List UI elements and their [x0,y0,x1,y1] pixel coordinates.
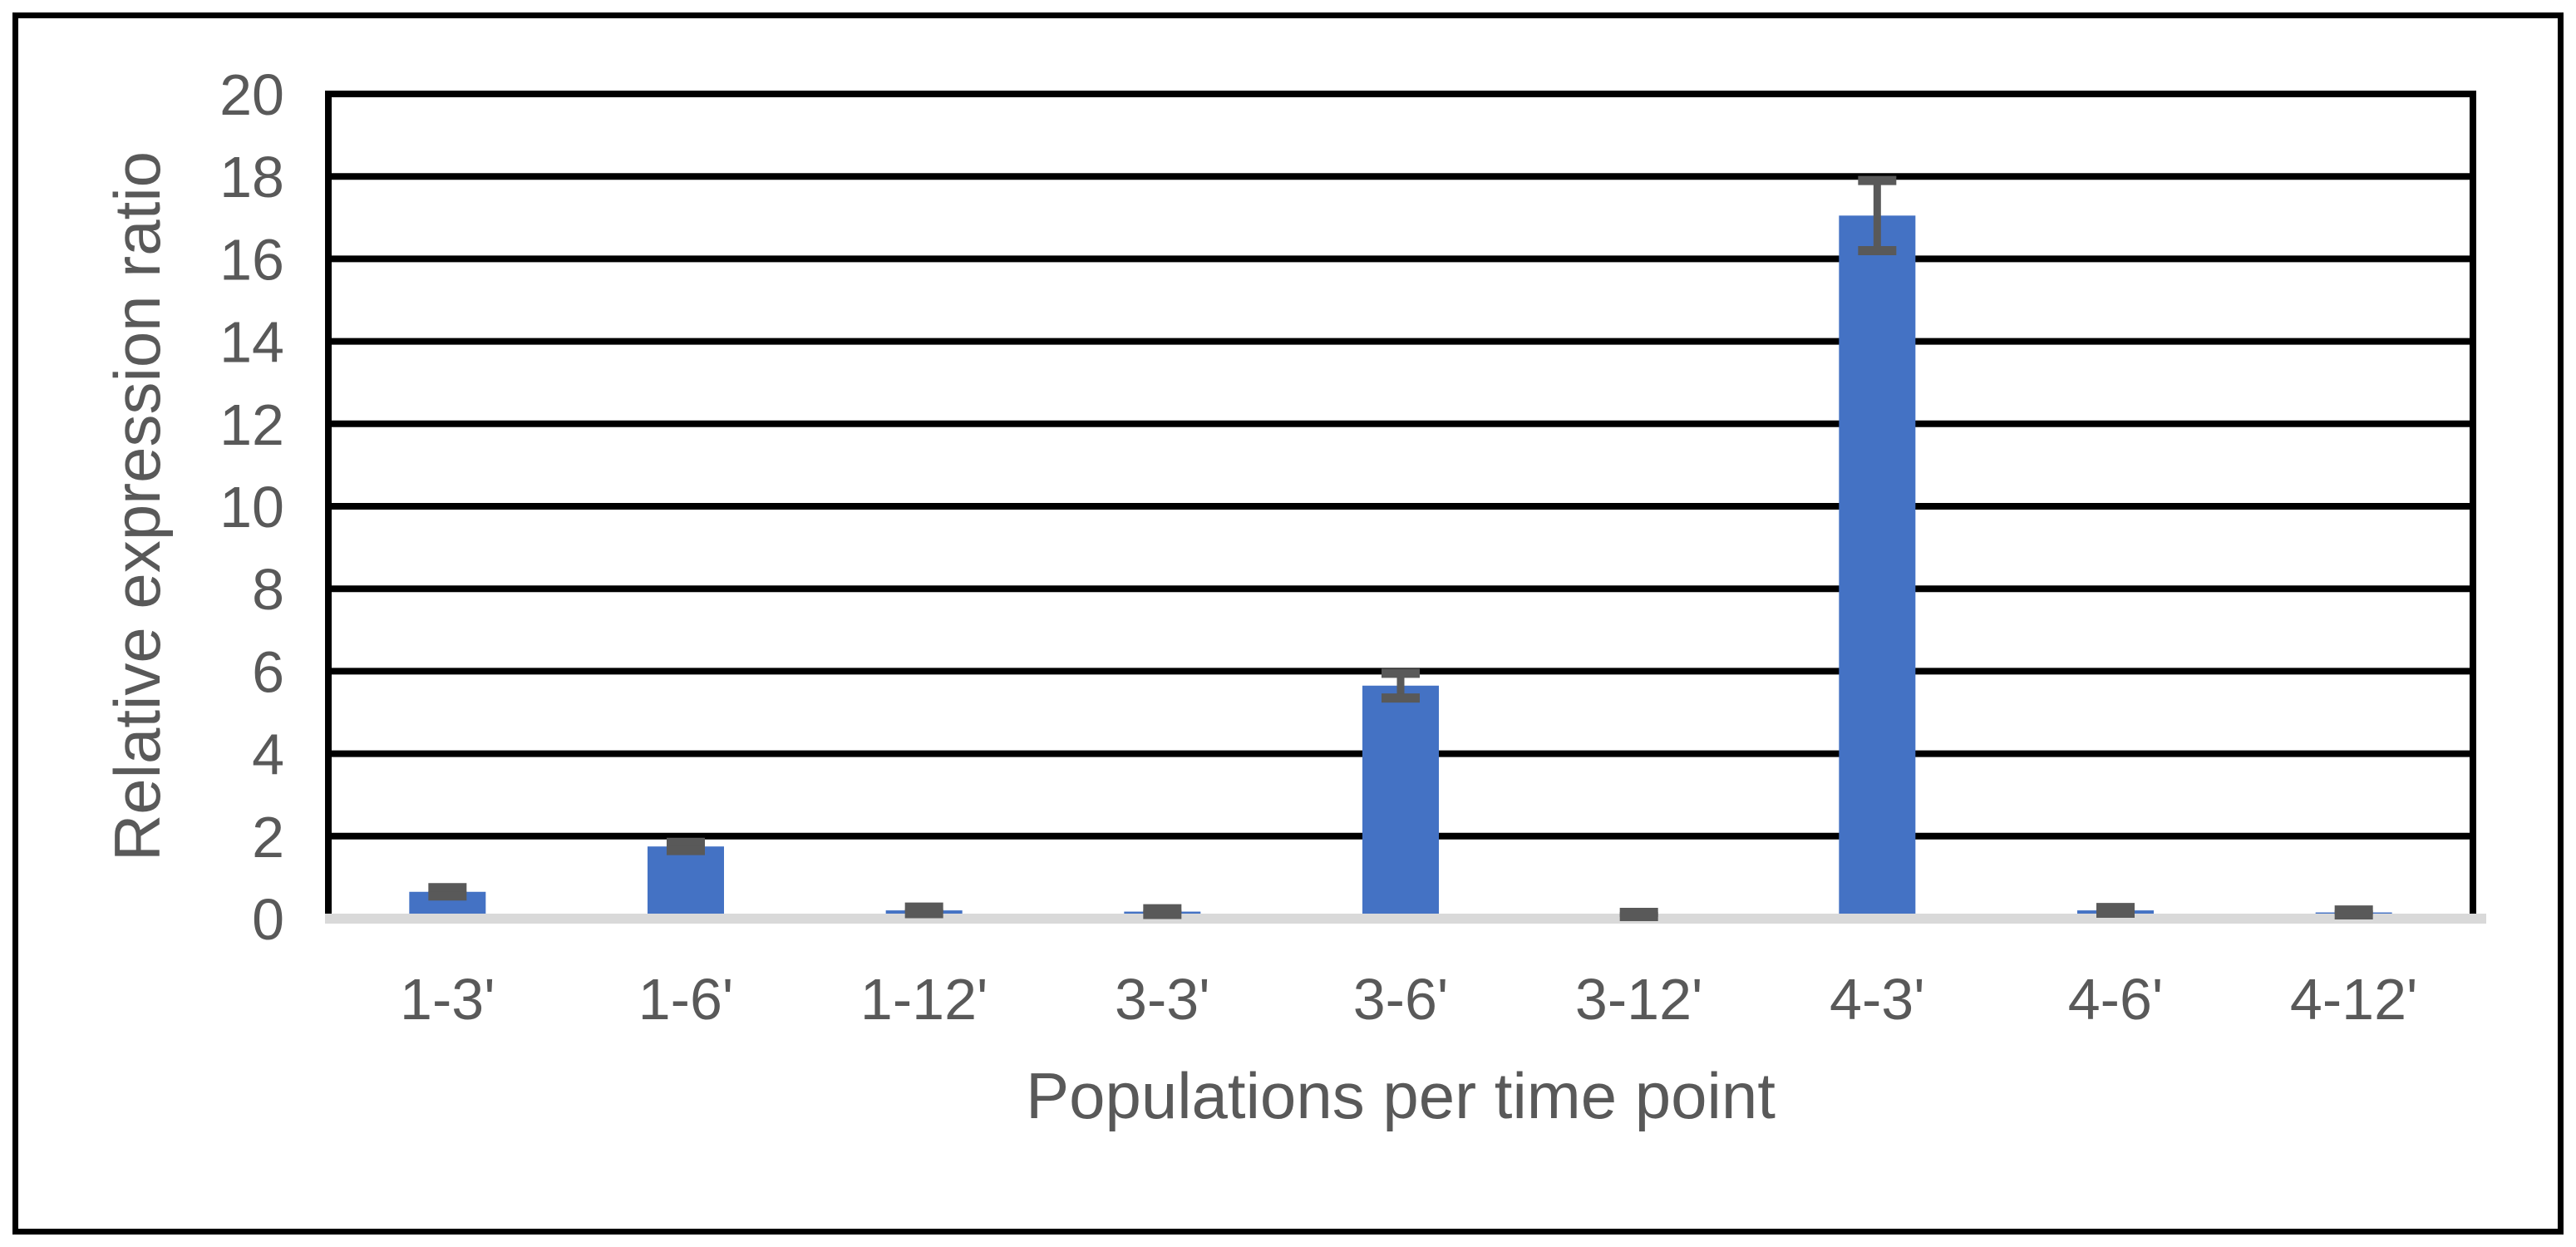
y-tick-label-10: 10 [219,475,284,540]
y-tick-label-0: 0 [252,887,284,952]
figure-border [12,12,2564,1235]
y-tick-label-6: 6 [252,639,284,704]
x-category-label-4-12': 4-12' [2290,967,2417,1032]
y-tick-labels: 0 2 4 6 8 10 12 14 16 18 20 [219,62,284,952]
baseline-band [325,914,2486,924]
x-category-label-3-3': 3-3' [1115,967,1210,1032]
x-category-label-4-6': 4-6' [2068,967,2164,1032]
x-category-label-1-3': 1-3' [400,967,495,1032]
y-tick-label-8: 8 [252,557,284,622]
x-axis-baseline [325,914,2486,924]
y-tick-label-4: 4 [252,722,284,787]
y-tick-label-12: 12 [219,392,284,457]
x-category-label-4-3': 4-3' [1830,967,1925,1032]
bar-3-6' [1362,685,1439,920]
y-tick-label-20: 20 [219,62,284,127]
y-axis-title: Relative expression ratio [101,151,174,861]
y-tick-label-16: 16 [219,227,284,292]
error-bars [428,175,2373,922]
x-category-label-1-6': 1-6' [638,967,734,1032]
y-tick-label-18: 18 [219,145,284,209]
x-category-label-3-6': 3-6' [1353,967,1449,1032]
y-tick-label-14: 14 [219,310,284,375]
x-category-labels: 1-3' 1-6' 1-12' 3-3' 3-6' 3-12' 4-3' 4-6' 4-12' [400,967,2417,1032]
x-category-label-1-12': 1-12' [860,967,988,1032]
plot-borders [325,91,2476,917]
y-tick-label-2: 2 [252,805,284,870]
x-category-label-3-12': 3-12' [1575,967,1702,1032]
bar-4-3' [1839,215,1916,920]
bar-1-6' [648,846,724,920]
x-axis-title: Populations per time point [1026,1059,1776,1132]
gridlines [325,91,2476,840]
